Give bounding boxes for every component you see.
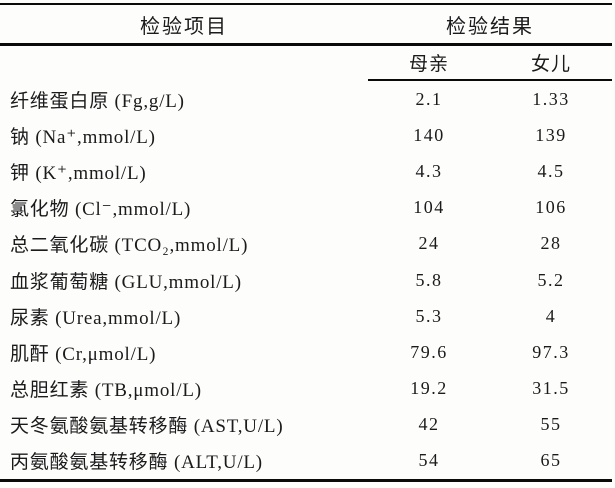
subcolumn-header-mother: 母亲 (408, 54, 449, 75)
lab-results-table: 检验项目 检验结果 母亲 女儿 纤维蛋白原 (Fg,g/L) 2.1 1.33 … (0, 3, 615, 488)
table-row: 丙氨酸氨基转移酶 (ALT,U/L) 54 65 (0, 443, 612, 479)
table-row: 钠 (Na⁺,mmol/L) 140 139 (0, 117, 612, 153)
mother-value: 5.8 (415, 269, 443, 290)
test-item-label: 钾 (K⁺,mmol/L) (10, 162, 147, 184)
mother-value: 19.2 (410, 378, 448, 399)
daughter-value: 1.33 (532, 88, 570, 109)
table-row: 天冬氨酸氨基转移酶 (AST,U/L) 42 55 (0, 407, 612, 443)
test-item-label: 天冬氨酸氨基转移酶 (AST,U/L) (10, 416, 284, 438)
subheader-rule (368, 79, 612, 81)
daughter-value: 97.3 (532, 341, 570, 362)
mother-value: 5.3 (415, 305, 443, 326)
table-header-row: 检验项目 检验结果 (0, 5, 612, 43)
daughter-value: 65 (540, 450, 562, 471)
test-item-label: 肌酐 (Cr,μmol/L) (10, 343, 157, 365)
daughter-value: 4.5 (537, 160, 565, 181)
subcolumn-header-daughter: 女儿 (530, 54, 571, 75)
mother-value: 104 (413, 197, 445, 218)
test-item-label: 血浆葡萄糖 (GLU,mmol/L) (10, 271, 242, 293)
mother-value: 4.3 (415, 160, 443, 181)
daughter-value: 139 (535, 124, 567, 145)
test-item-label: 尿素 (Urea,mmol/L) (10, 307, 182, 329)
test-item-label: 钠 (Na⁺,mmol/L) (10, 126, 156, 148)
bottom-rule (0, 479, 612, 483)
table-row: 肌酐 (Cr,μmol/L) 79.6 97.3 (0, 334, 612, 370)
mother-value: 140 (413, 124, 445, 145)
daughter-value: 31.5 (532, 378, 570, 399)
table-row: 纤维蛋白原 (Fg,g/L) 2.1 1.33 (0, 81, 612, 117)
table-row: 血浆葡萄糖 (GLU,mmol/L) 5.8 5.2 (0, 262, 612, 298)
mother-value: 42 (418, 414, 440, 435)
daughter-value: 28 (540, 233, 562, 254)
daughter-value: 4 (545, 305, 557, 326)
mother-value: 54 (418, 450, 440, 471)
daughter-value: 55 (540, 414, 562, 435)
test-item-label: 总二氧化碳 (TCO₂,mmol/L) (10, 235, 249, 257)
table-row: 氯化物 (Cl⁻,mmol/L) 104 106 (0, 190, 612, 226)
test-item-label: 氯化物 (Cl⁻,mmol/L) (10, 199, 192, 221)
table-row: 总二氧化碳 (TCO₂,mmol/L) 24 28 (0, 226, 612, 262)
test-item-label: 纤维蛋白原 (Fg,g/L) (10, 90, 185, 112)
daughter-value: 106 (535, 197, 567, 218)
daughter-value: 5.2 (537, 269, 565, 290)
table-row: 总胆红素 (TB,μmol/L) 19.2 31.5 (0, 371, 612, 407)
test-item-label: 总胆红素 (TB,μmol/L) (10, 380, 202, 402)
header-rule (0, 43, 612, 46)
test-item-label: 丙氨酸氨基转移酶 (ALT,U/L) (10, 452, 263, 474)
table-subheader-row: 母亲 女儿 (0, 46, 612, 79)
table-row: 钾 (K⁺,mmol/L) 4.3 4.5 (0, 153, 612, 189)
mother-value: 2.1 (415, 88, 443, 109)
table-row: 尿素 (Urea,mmol/L) 5.3 4 (0, 298, 612, 334)
column-header-items: 检验项目 (140, 15, 228, 38)
mother-value: 24 (418, 233, 440, 254)
column-header-results: 检验结果 (446, 15, 534, 38)
top-rule (0, 3, 612, 5)
mother-value: 79.6 (410, 341, 448, 362)
